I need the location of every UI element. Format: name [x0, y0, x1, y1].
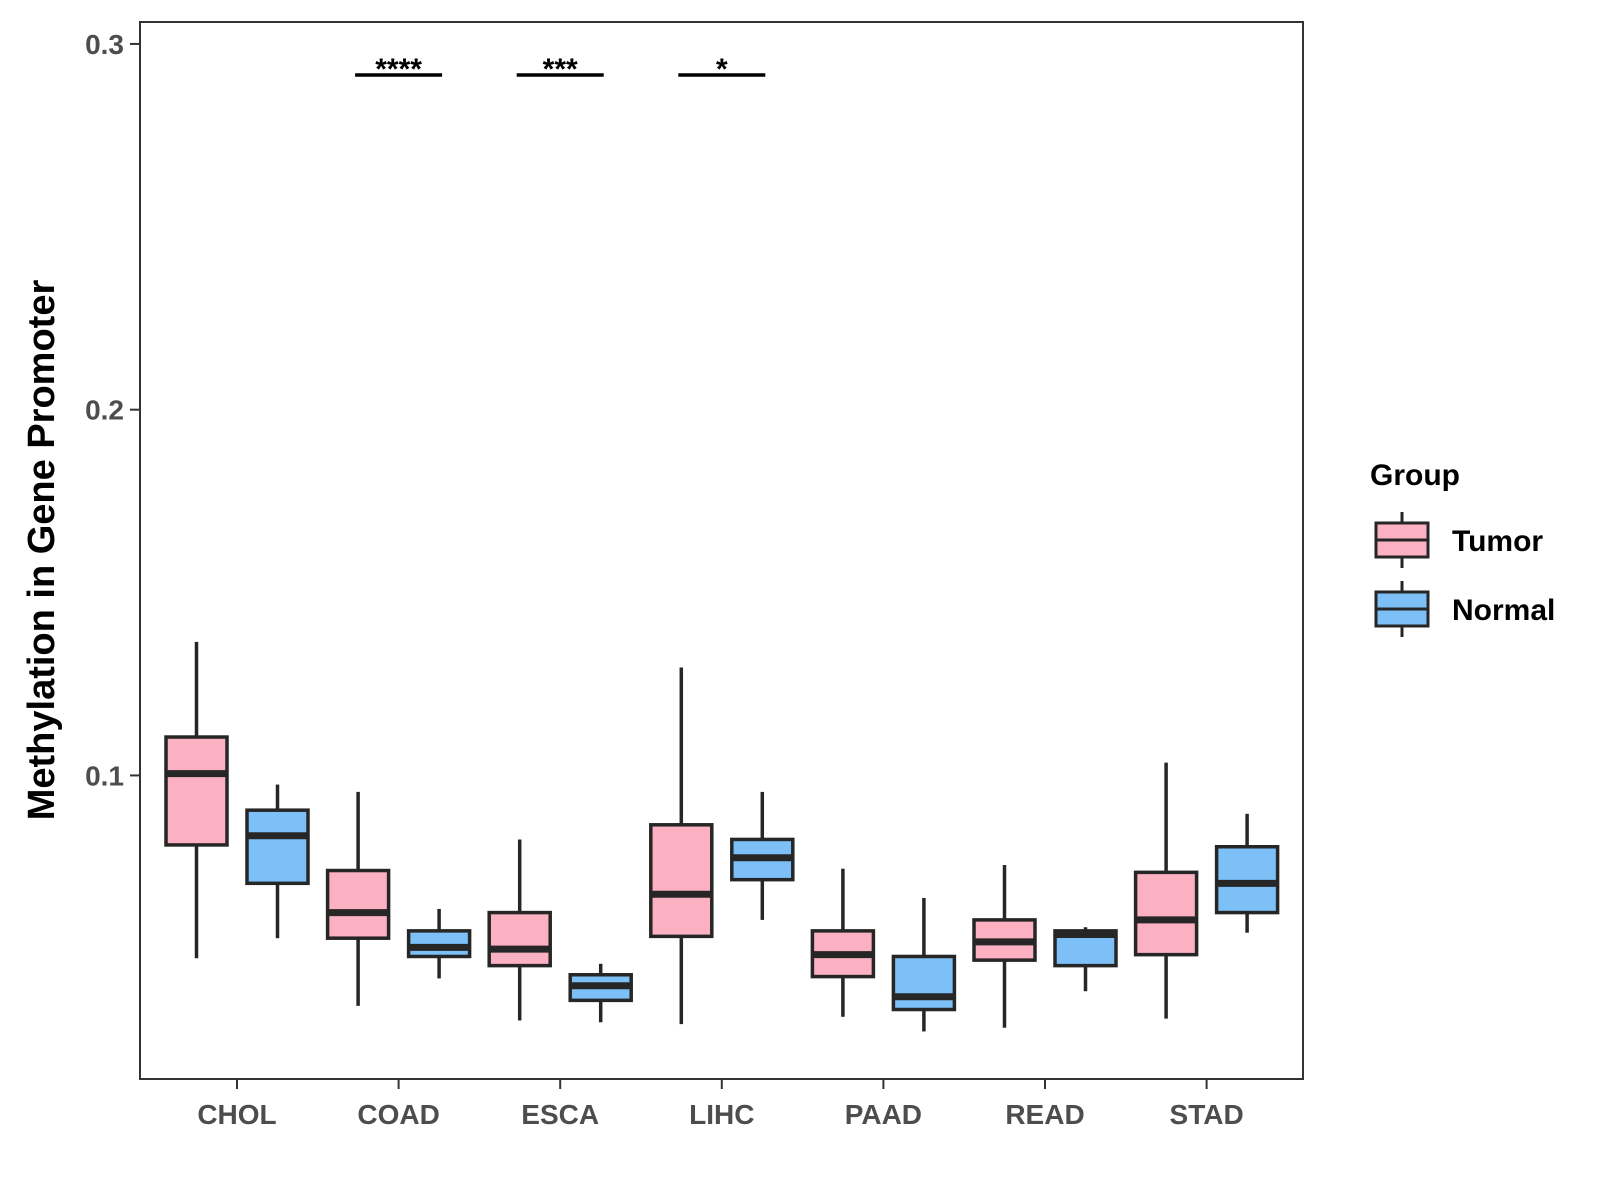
box-paad-normal [891, 897, 957, 1032]
y-tick-label: 0.3 [85, 29, 124, 60]
box-esca-normal [568, 963, 633, 1023]
significance-label: *** [543, 53, 578, 86]
legend: Group Tumor Normal [1370, 459, 1555, 637]
plot-marks: **** *** * [164, 53, 1280, 1032]
legend-item-normal: Normal [1374, 581, 1555, 637]
box-body [891, 954, 957, 1012]
x-tick-label-esca: ESCA [521, 1099, 599, 1130]
box-chol-tumor [164, 641, 229, 959]
box-read-normal [1053, 927, 1118, 992]
x-tick-label-stad: STAD [1170, 1099, 1244, 1130]
box-body [1214, 845, 1280, 915]
box-coad-tumor [325, 791, 391, 1006]
x-tick-label-paad: PAAD [845, 1099, 922, 1130]
significance-label: * [716, 53, 728, 86]
x-tick-label-chol: CHOL [197, 1099, 276, 1130]
box-read-tumor [972, 865, 1037, 1028]
y-axis: 0.1 0.2 0.3 [85, 29, 140, 791]
legend-label-normal: Normal [1452, 594, 1555, 627]
x-tick-label-read: READ [1005, 1099, 1084, 1130]
plot-panel [139, 21, 1304, 1080]
significance-coad: **** [355, 53, 443, 86]
box-body [164, 735, 229, 847]
box-body [487, 910, 552, 968]
box-paad-tumor [810, 868, 876, 1017]
y-tick-label: 0.1 [85, 760, 124, 791]
legend-title: Group [1370, 459, 1460, 492]
box-body [325, 868, 391, 940]
significance-label: **** [375, 53, 422, 86]
box-stad-normal [1214, 813, 1280, 933]
legend-item-tumor: Tumor [1374, 512, 1543, 568]
box-lihc-normal [730, 791, 795, 920]
box-esca-tumor [487, 839, 552, 1021]
box-body [245, 808, 310, 886]
box-body [406, 929, 472, 959]
box-chol-normal [245, 784, 310, 939]
legend-label-tumor: Tumor [1452, 525, 1543, 558]
x-tick-label-coad: COAD [357, 1099, 439, 1130]
y-tick-label: 0.2 [85, 395, 124, 426]
box-coad-normal [406, 908, 472, 979]
box-body [1133, 870, 1199, 957]
box-stad-tumor [1133, 762, 1199, 1019]
box-lihc-tumor [649, 667, 714, 1025]
x-axis: CHOL COAD ESCA LIHC PAAD READ STAD [197, 1079, 1244, 1130]
x-tick-label-lihc: LIHC [689, 1099, 754, 1130]
significance-lihc: * [678, 53, 766, 86]
y-axis-title: Methylation in Gene Promoter [21, 280, 63, 821]
box-body [649, 823, 714, 939]
significance-esca: *** [516, 53, 604, 86]
